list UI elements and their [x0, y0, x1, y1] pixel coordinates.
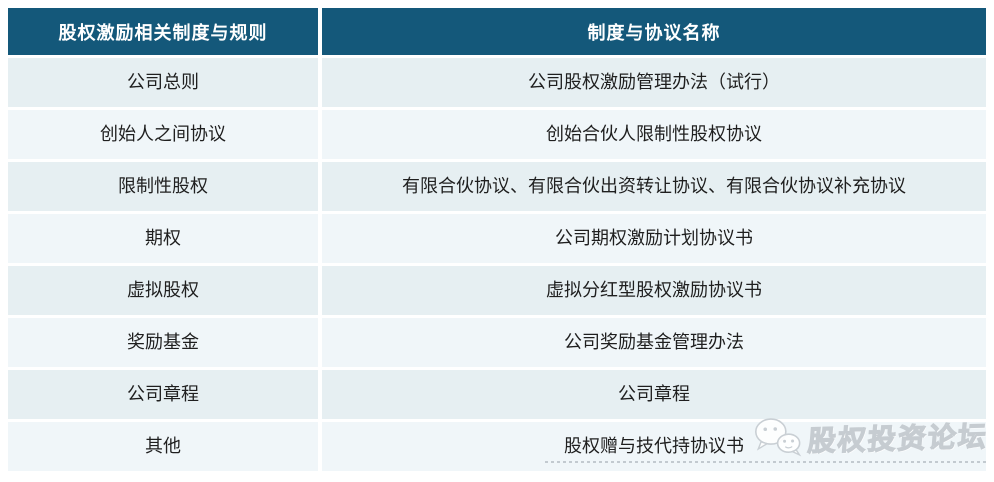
- table-cell-name: 股权赠与技代持协议书: [322, 422, 986, 471]
- table-cell-name: 公司章程: [322, 370, 986, 419]
- table-cell-name: 虚拟分红型股权激励协议书: [322, 266, 986, 315]
- column-header-category: 股权激励相关制度与规则: [8, 8, 318, 55]
- table-cell-category: 虚拟股权: [8, 266, 318, 315]
- equity-incentive-table: 股权激励相关制度与规则 制度与协议名称 公司总则 公司股权激励管理办法（试行） …: [8, 8, 986, 471]
- table-cell-name: 公司奖励基金管理办法: [322, 318, 986, 367]
- table-cell-category: 其他: [8, 422, 318, 471]
- table-cell-name: 创始合伙人限制性股权协议: [322, 110, 986, 159]
- column-header-name: 制度与协议名称: [322, 8, 986, 55]
- table-cell-category: 公司章程: [8, 370, 318, 419]
- table-cell-category: 公司总则: [8, 58, 318, 107]
- watermark-underline: [545, 461, 987, 463]
- table-cell-category: 限制性股权: [8, 162, 318, 211]
- table-cell-category: 创始人之间协议: [8, 110, 318, 159]
- table-cell-name: 公司股权激励管理办法（试行）: [322, 58, 986, 107]
- table-cell-category: 期权: [8, 214, 318, 263]
- table-cell-name: 有限合伙协议、有限合伙出资转让协议、有限合伙协议补充协议: [322, 162, 986, 211]
- table-cell-name: 公司期权激励计划协议书: [322, 214, 986, 263]
- table-cell-category: 奖励基金: [8, 318, 318, 367]
